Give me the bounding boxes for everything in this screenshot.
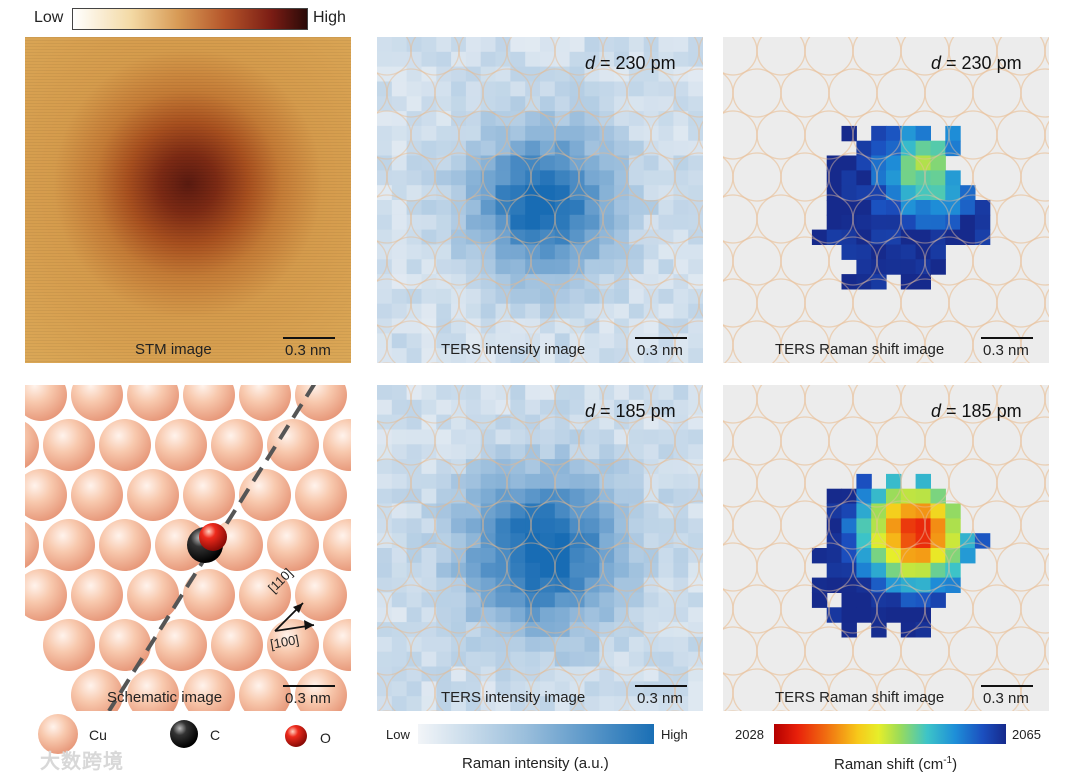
- shift-bar-min-label: 2028: [735, 727, 764, 742]
- o-legend-icon: [285, 725, 307, 747]
- atom-legend: [38, 714, 307, 754]
- shift-colorbar: [774, 724, 1006, 744]
- stm-scale-bar: [283, 337, 335, 339]
- ters-shift-top-distance: d = 230 pm: [931, 53, 1022, 73]
- stm-scale-label: 0.3 nm: [285, 342, 331, 359]
- schematic-image: [25, 385, 351, 711]
- schematic-scale-label: 0.3 nm: [285, 690, 331, 707]
- ters-shift-bottom-distance: d = 185 pm: [931, 401, 1022, 421]
- ters-intensity-bottom-panel: d = 185 pm TERS intensity image 0.3 nm: [377, 385, 703, 711]
- ters-shift-bottom-caption: TERS Raman shift image: [775, 689, 945, 706]
- intensity-bar-high-label: High: [661, 727, 688, 742]
- ters-shift-bottom-scale-label: 0.3 nm: [983, 690, 1029, 707]
- ters-shift-top-caption: TERS Raman shift image: [775, 341, 945, 358]
- intensity-bar-low-label: Low: [386, 727, 410, 742]
- ters-intensity-top-panel: d = 230 pm TERS intensity image 0.3 nm: [377, 37, 703, 363]
- cu-legend-label: Cu: [89, 727, 107, 743]
- ters-shift-top-scale-bar: [981, 337, 1033, 339]
- top-colorbar-high-label: High: [313, 9, 346, 26]
- ters-intensity-bottom-caption: TERS intensity image: [441, 689, 586, 706]
- stm-caption: STM image: [135, 341, 212, 358]
- intensity-bar-title: Raman intensity (a.u.): [462, 755, 609, 772]
- direction-arrows: [274, 602, 315, 632]
- intensity-colorbar: [418, 724, 654, 744]
- ters-shift-bottom-panel: d = 185 pm TERS Raman shift image 0.3 nm: [723, 385, 1049, 711]
- ters-intensity-bottom-image: [377, 385, 703, 711]
- shift-bar-max-label: 2065: [1012, 727, 1041, 742]
- ters-shift-top-scale-label: 0.3 nm: [983, 342, 1029, 359]
- dashed-line: [107, 385, 317, 711]
- ters-intensity-top-distance: d = 230 pm: [585, 53, 676, 73]
- ters-intensity-top-image: [377, 37, 703, 363]
- stm-panel: STM image 0.3 nm: [25, 37, 351, 363]
- watermark: 大数跨境: [40, 751, 124, 773]
- top-colorbar-low-label: Low: [34, 9, 64, 26]
- ters-shift-top-image: [723, 37, 1049, 363]
- ters-intensity-bottom-scale-bar: [635, 685, 687, 687]
- oxygen-atom: [199, 523, 227, 551]
- o-legend-label: O: [320, 730, 331, 746]
- ters-intensity-top-scale-label: 0.3 nm: [637, 342, 683, 359]
- shift-bar-title: Raman shift (cm-1): [834, 755, 958, 773]
- ters-shift-bottom-image: [723, 385, 1049, 711]
- ters-shift-top-panel: d = 230 pm TERS Raman shift image 0.3 nm: [723, 37, 1049, 363]
- cu-legend-icon: [38, 714, 78, 754]
- ters-intensity-bottom-distance: d = 185 pm: [585, 401, 676, 421]
- ters-shift-bottom-scale-bar: [981, 685, 1033, 687]
- schematic-panel: [110] [100] Schematic image 0.3 nm: [25, 385, 351, 711]
- c-legend-icon: [170, 720, 198, 748]
- stm-image: [25, 37, 351, 363]
- top-colorbar: [72, 8, 308, 30]
- ters-intensity-bottom-scale-label: 0.3 nm: [637, 690, 683, 707]
- c-legend-label: C: [210, 727, 221, 743]
- schematic-scale-bar: [283, 685, 335, 687]
- ters-intensity-top-caption: TERS intensity image: [441, 341, 586, 358]
- ters-intensity-top-scale-bar: [635, 337, 687, 339]
- schematic-caption: Schematic image: [107, 689, 223, 706]
